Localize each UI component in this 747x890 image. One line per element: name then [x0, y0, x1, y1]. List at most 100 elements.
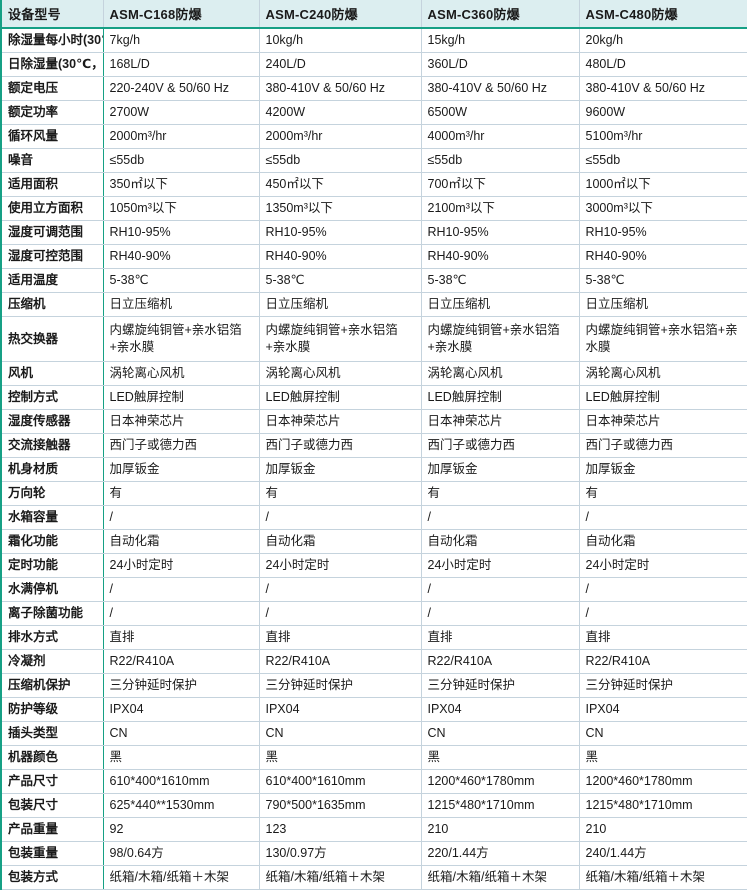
- table-row: 适用面积 350㎡以下 450㎡以下 700㎡以下 1000㎡以下: [0, 172, 747, 197]
- row-label: 离子除菌功能: [0, 601, 104, 626]
- row-label: 额定功率: [0, 100, 104, 125]
- cell-value: /: [259, 577, 422, 602]
- cell-value: 加厚钣金: [421, 457, 580, 482]
- cell-value: IPX04: [579, 697, 747, 722]
- cell-value: ≤55db: [103, 148, 260, 173]
- cell-value: /: [579, 577, 747, 602]
- cell-value: LED触屏控制: [259, 385, 422, 410]
- table-row: 湿度可控范围 RH40-90% RH40-90% RH40-90% RH40-90%: [0, 244, 747, 269]
- row-label: 包装尺寸: [0, 793, 104, 818]
- cell-value: 350㎡以下: [103, 172, 260, 197]
- cell-value: /: [259, 601, 422, 626]
- cell-value: 三分钟延时保护: [103, 673, 260, 698]
- cell-value: 黑: [579, 745, 747, 770]
- cell-value: 98/0.64方: [103, 841, 260, 866]
- cell-value: 日立压缩机: [421, 292, 580, 317]
- cell-value: 纸箱/木箱/纸箱＋木架: [579, 865, 747, 890]
- cell-value: CN: [421, 721, 580, 746]
- cell-value: 625*440**1530mm: [103, 793, 260, 818]
- row-label: 压缩机保护: [0, 673, 104, 698]
- table-row: 适用温度 5-38℃ 5-38℃ 5-38℃ 5-38℃: [0, 268, 747, 293]
- cell-value: 纸箱/木箱/纸箱＋木架: [103, 865, 260, 890]
- cell-value: 5-38℃: [259, 268, 422, 293]
- cell-value: 日立压缩机: [259, 292, 422, 317]
- cell-value: 24小时定时: [259, 553, 422, 578]
- cell-value: 220-240V & 50/60 Hz: [103, 76, 260, 101]
- cell-value: 3000m³以下: [579, 196, 747, 221]
- table-row: 水满停机 / / / /: [0, 577, 747, 602]
- row-label: 防护等级: [0, 697, 104, 722]
- cell-value: 1215*480*1710mm: [421, 793, 580, 818]
- cell-value: /: [103, 601, 260, 626]
- table-row: 机器颜色黑黑黑黑: [0, 745, 747, 770]
- cell-value: 24小时定时: [103, 553, 260, 578]
- row-label: 日除湿量(30℃，80%RH): [0, 52, 104, 77]
- cell-value: R22/R410A: [579, 649, 747, 674]
- row-label: 机身材质: [0, 457, 104, 482]
- cell-value: 130/0.97方: [259, 841, 422, 866]
- table-row: 循环风量 2000m³/hr 2000m³/hr 4000m³/hr 5100m³/hr: [0, 124, 747, 149]
- cell-value: 三分钟延时保护: [579, 673, 747, 698]
- table-row: 冷凝剂 R22/R410A R22/R410A R22/R410A R22/R410A: [0, 649, 747, 674]
- cell-value: 480L/D: [579, 52, 747, 77]
- cell-value: 直排: [579, 625, 747, 650]
- cell-value: 20kg/h: [579, 28, 747, 53]
- table-header: 设备型号 ASM-C168防爆 ASM-C240防爆 ASM-C360防爆 AS…: [0, 0, 747, 29]
- cell-value: 4000m³/hr: [421, 124, 580, 149]
- cell-value: 220/1.44方: [421, 841, 580, 866]
- cell-value: 380-410V & 50/60 Hz: [421, 76, 580, 101]
- row-label: 热交换器: [0, 316, 104, 362]
- row-label: 机器颜色: [0, 745, 104, 770]
- cell-value: RH40-90%: [579, 244, 747, 269]
- cell-value: 日本神荣芯片: [579, 409, 747, 434]
- cell-value: 内螺旋纯铜管+亲水铝箔+亲水膜: [103, 316, 260, 362]
- cell-value: 4200W: [259, 100, 422, 125]
- table-row: 插头类型 CN CN CN CN: [0, 721, 747, 746]
- cell-value: RH10-95%: [579, 220, 747, 245]
- table-row: 机身材质 加厚钣金 加厚钣金 加厚钣金 加厚钣金: [0, 457, 747, 482]
- table-row: 产品重量 92 123 210 210: [0, 817, 747, 842]
- column-header-model-1: ASM-C168防爆: [103, 0, 260, 29]
- cell-value: 内螺旋纯铜管+亲水铝箔+亲水膜: [259, 316, 422, 362]
- table-row: 压缩机保护 三分钟延时保护 三分钟延时保护 三分钟延时保护 三分钟延时保护: [0, 673, 747, 698]
- cell-value: RH10-95%: [421, 220, 580, 245]
- table-row: 包装重量 98/0.64方 130/0.97方 220/1.44方 240/1.44方: [0, 841, 747, 866]
- row-label: 额定电压: [0, 76, 104, 101]
- cell-value: 123: [259, 817, 422, 842]
- cell-value: 西门子或德力西: [579, 433, 747, 458]
- cell-value: 9600W: [579, 100, 747, 125]
- cell-value: 涡轮离心风机: [259, 361, 422, 386]
- cell-value: R22/R410A: [259, 649, 422, 674]
- row-label: 循环风量: [0, 124, 104, 149]
- table-row: 热交换器 内螺旋纯铜管+亲水铝箔+亲水膜 内螺旋纯铜管+亲水铝箔+亲水膜 内螺旋纯铜管…: [0, 316, 747, 362]
- table-row: 排水方式 直排 直排 直排 直排: [0, 625, 747, 650]
- cell-value: IPX04: [103, 697, 260, 722]
- cell-value: 加厚钣金: [103, 457, 260, 482]
- row-label: 湿度传感器: [0, 409, 104, 434]
- table-row: 交流接触器 西门子或德力西 西门子或德力西 西门子或德力西 西门子或德力西: [0, 433, 747, 458]
- cell-value: 黑: [421, 745, 580, 770]
- row-label: 水箱容量: [0, 505, 104, 530]
- cell-value: 5-38℃: [579, 268, 747, 293]
- row-label: 排水方式: [0, 625, 104, 650]
- cell-value: /: [421, 577, 580, 602]
- cell-value: RH40-90%: [421, 244, 580, 269]
- cell-value: 610*400*1610mm: [259, 769, 422, 794]
- table-body: 除湿量每小时(30℃)7kg/h10kg/h15kg/h20kg/h日除湿量(3…: [0, 28, 747, 890]
- cell-value: 黑: [103, 745, 260, 770]
- cell-value: 自动化霜: [259, 529, 422, 554]
- cell-value: ≤55db: [579, 148, 747, 173]
- cell-value: IPX04: [421, 697, 580, 722]
- column-header-model-4: ASM-C480防爆: [579, 0, 747, 29]
- row-label: 使用立方面积: [0, 196, 104, 221]
- column-header-model-2: ASM-C240防爆: [259, 0, 422, 29]
- row-label: 湿度可调范围: [0, 220, 104, 245]
- cell-value: 有: [259, 481, 422, 506]
- cell-value: CN: [579, 721, 747, 746]
- cell-value: IPX04: [259, 697, 422, 722]
- cell-value: 210: [421, 817, 580, 842]
- column-header-spec-name: 设备型号: [0, 0, 104, 29]
- cell-value: 有: [579, 481, 747, 506]
- cell-value: 日本神荣芯片: [259, 409, 422, 434]
- cell-value: 直排: [259, 625, 422, 650]
